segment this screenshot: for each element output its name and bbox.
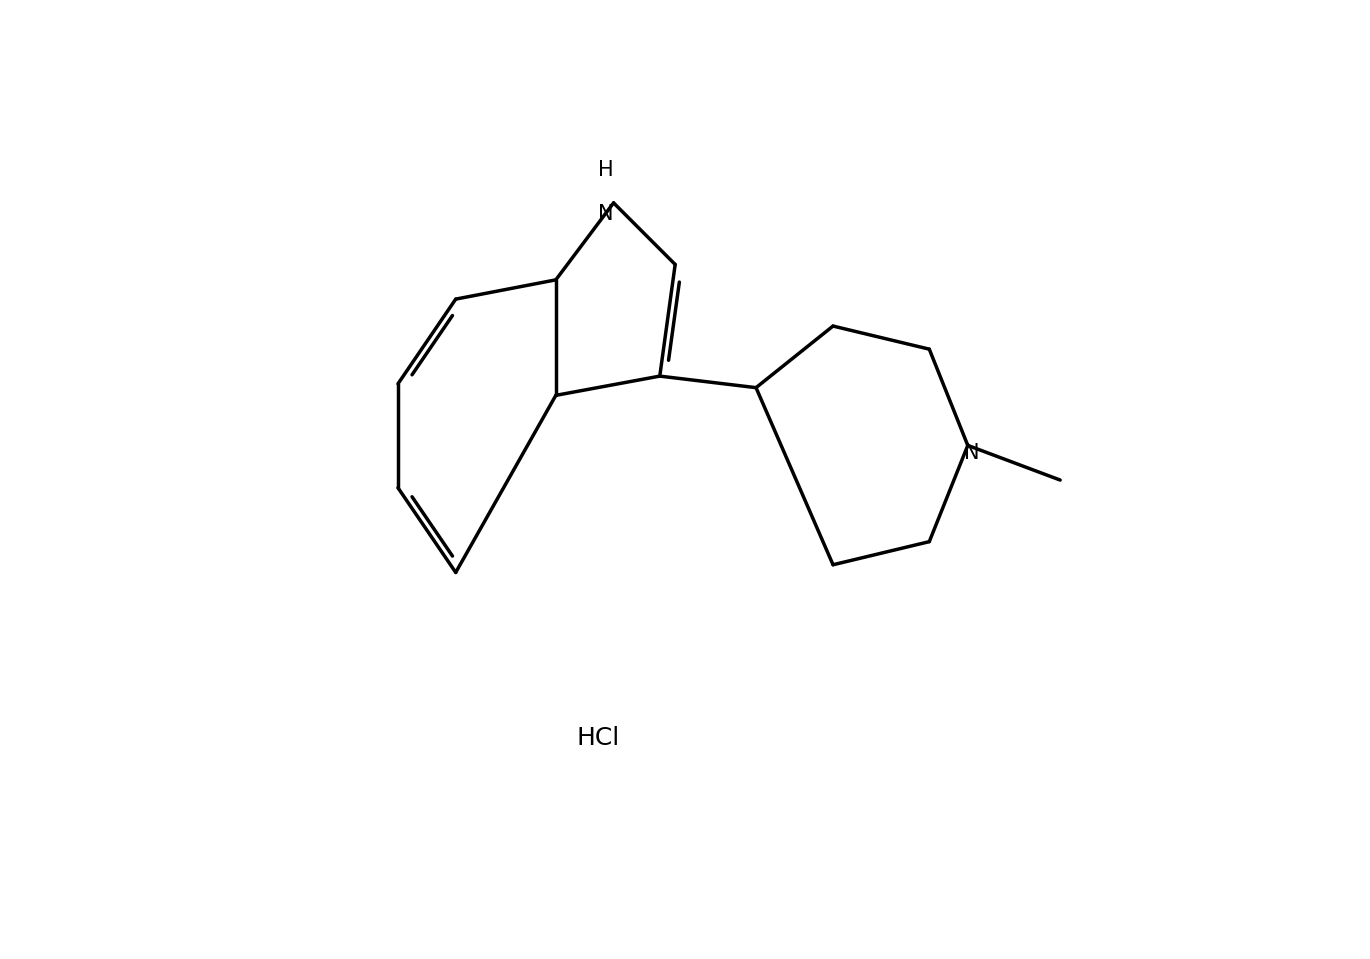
- Text: N: N: [964, 443, 980, 463]
- Text: H: H: [599, 160, 614, 179]
- Text: N: N: [599, 204, 614, 224]
- Text: HCl: HCl: [577, 726, 619, 750]
